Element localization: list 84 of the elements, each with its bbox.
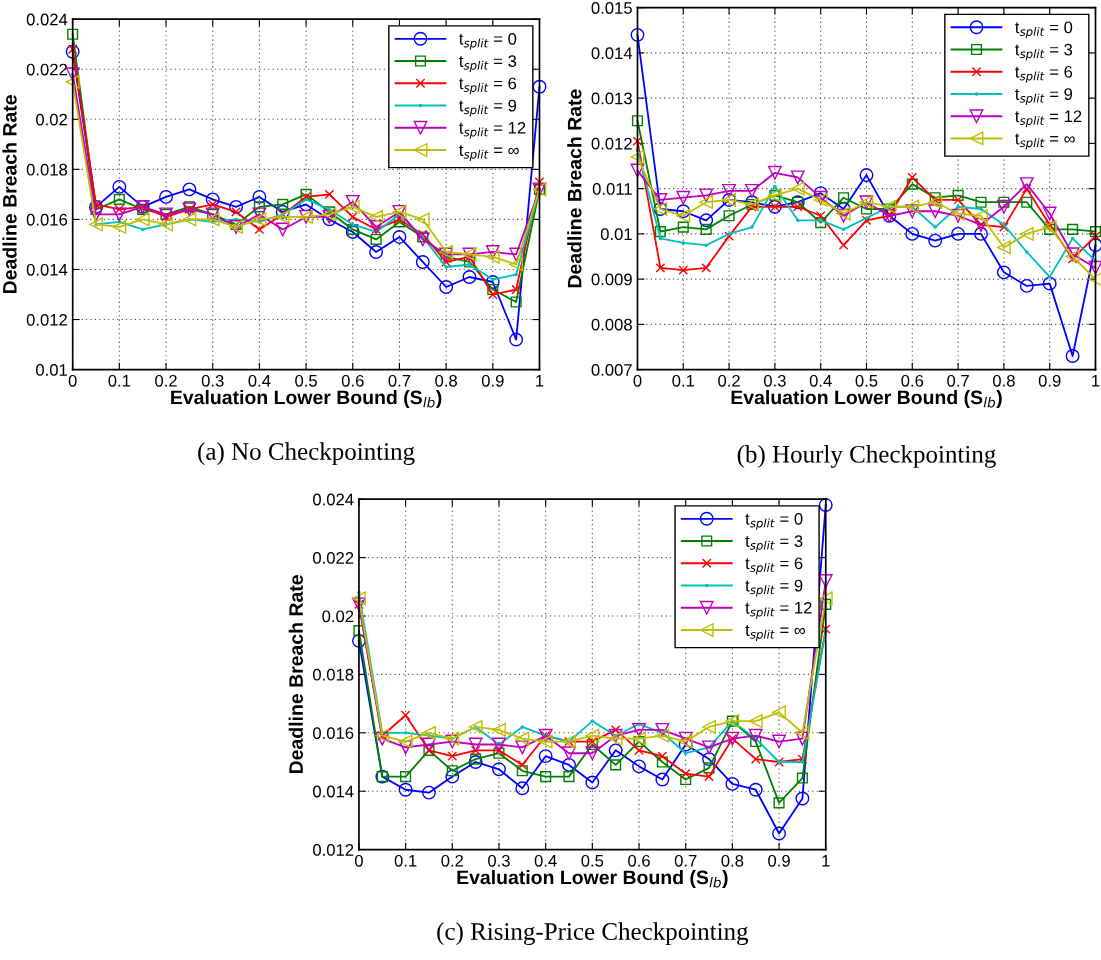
x-tick-label: 0.8 (992, 374, 1015, 387)
x-tick-label: 0.3 (763, 374, 786, 387)
x-axis-title: Evaluation Lower Bound (S$_{lb}$) (731, 390, 1002, 409)
y-tick-label: 0.02 (322, 610, 354, 623)
x-tick-label: 0.8 (435, 374, 457, 387)
x-tick-label: 0.4 (534, 854, 557, 867)
x-tick-label: 0.5 (295, 374, 317, 387)
x-tick-label: 0.3 (201, 374, 224, 387)
x-tick-label: 0.6 (341, 374, 364, 387)
legend-label: t$_{split}$ = ∞ (1015, 133, 1075, 150)
x-tick-label: 0.7 (674, 854, 697, 867)
y-tick-label: 0.014 (313, 785, 354, 798)
x-tick-label: 0 (68, 374, 77, 387)
y-tick-label: 0.015 (591, 2, 632, 14)
y-tick-label: 0.024 (313, 493, 354, 506)
x-tick-label: 0.2 (155, 374, 177, 387)
x-tick-label: 0 (354, 854, 363, 867)
legend-label: t$_{split}$ = 12 (1015, 110, 1082, 128)
x-tick-label: 1 (536, 375, 544, 387)
legend-label: t$_{split}$ = 0 (459, 32, 517, 50)
x-tick-label: 0.1 (672, 374, 695, 387)
y-axis-title: Deadline Breach Rate (2, 95, 17, 294)
legend-label: t$_{split}$ = ∞ (745, 625, 806, 641)
x-tick-label: 0.2 (441, 854, 464, 867)
x-tick-label: 0.7 (388, 374, 411, 387)
legend-label: t$_{split}$ = 6 (459, 77, 517, 95)
x-tick-label: 0.5 (855, 374, 878, 387)
y-tick-label: 0.016 (313, 727, 354, 739)
legend-label: t$_{split}$ = 0 (745, 512, 803, 530)
x-tick-label: 0.9 (481, 374, 504, 387)
x-tick-label: 0.5 (581, 854, 604, 867)
legend-label: t$_{split}$ = 12 (745, 601, 812, 619)
y-tick-label: 0.018 (26, 163, 68, 176)
y-tick-label: 0.012 (313, 844, 354, 856)
x-axis-title: Evaluation Lower Bound (S$_{lb}$) (171, 390, 442, 409)
legend-label: t$_{split}$ = 3 (745, 535, 803, 552)
legend-label: t$_{split}$ = 0 (1015, 21, 1073, 39)
y-tick-label: 0.009 (591, 273, 632, 286)
x-tick-label: 0.6 (628, 854, 650, 867)
x-tick-label: 0.7 (947, 374, 969, 387)
y-tick-label: 0.01 (36, 364, 67, 376)
y-axis-title: Deadline Breach Rate (567, 89, 582, 288)
legend-label: t$_{split}$ = 6 (1015, 65, 1073, 83)
y-tick-label: 0.018 (313, 668, 354, 681)
x-tick-label: 0.2 (718, 374, 740, 387)
y-tick-label: 0.007 (591, 364, 632, 376)
legend-label: t$_{split}$ = 12 (459, 121, 526, 139)
y-tick-label: 0.012 (591, 137, 632, 150)
text: (a) No Checkpointing (198, 442, 415, 466)
x-tick-label: 0.8 (721, 854, 744, 867)
y-tick-label: 0.011 (592, 183, 632, 195)
legend-label: t$_{split}$ = 3 (1015, 43, 1073, 61)
y-tick-label: 0.012 (26, 313, 67, 326)
legend-label: t$_{split}$ = 9 (459, 99, 517, 117)
y-tick-label: 0.024 (26, 13, 68, 26)
text: (b) Hourly Checkpointing (737, 445, 996, 468)
x-tick-label: 0.4 (809, 374, 832, 387)
x-tick-label: 0 (633, 374, 642, 387)
x-tick-label: 0.4 (248, 374, 271, 387)
y-tick-label: 0.016 (26, 213, 68, 226)
x-tick-label: 0.1 (108, 374, 131, 387)
y-tick-label: 0.022 (313, 552, 354, 564)
y-tick-label: 0.008 (591, 318, 632, 331)
y-tick-label: 0.014 (591, 47, 633, 60)
legend-label: t$_{split}$ = 9 (1015, 88, 1073, 105)
x-tick-label: 0.3 (488, 854, 510, 867)
y-tick-label: 0.013 (591, 92, 632, 105)
x-axis-title: Evaluation Lower Bound (S$_{lb}$) (457, 870, 728, 889)
legend-label: t$_{split}$ = 3 (459, 55, 517, 72)
x-tick-label: 0.9 (768, 854, 790, 867)
legend-label: t$_{split}$ = 9 (745, 579, 803, 597)
legend-label: t$_{split}$ = 6 (745, 557, 803, 575)
text: (c) Rising-Price Checkpointing (437, 922, 749, 946)
x-tick-label: 0.9 (1038, 374, 1061, 387)
y-axis-title: Deadline Breach Rate (288, 575, 303, 774)
y-tick-label: 0.02 (36, 113, 67, 126)
y-tick-label: 0.022 (26, 63, 67, 76)
x-tick-label: 0.1 (394, 854, 417, 867)
x-tick-label: 1 (1092, 375, 1100, 387)
y-tick-label: 0.014 (26, 263, 68, 276)
y-tick-label: 0.01 (600, 228, 632, 241)
x-tick-label: 0.6 (901, 374, 924, 387)
legend-label: t$_{split}$ = ∞ (459, 145, 519, 161)
x-tick-label: 1 (822, 855, 830, 867)
